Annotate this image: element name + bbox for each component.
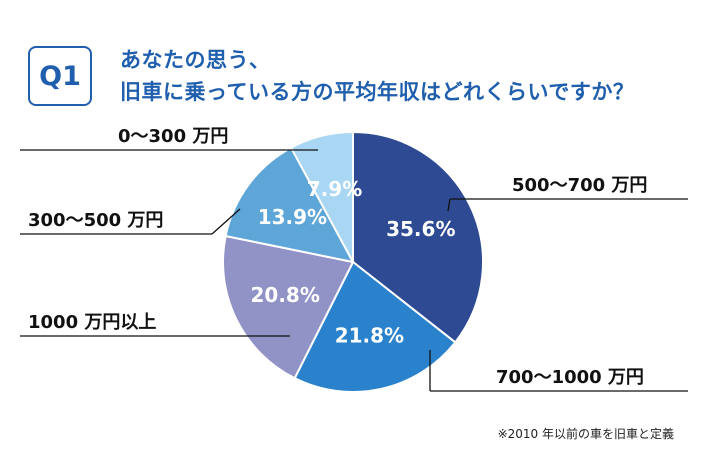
pie-slice bbox=[224, 146, 355, 264]
slice-category-label: 500〜700 万円 bbox=[512, 175, 647, 196]
slice-value-label: 13.9% bbox=[258, 205, 327, 229]
slice-value-label: 20.8% bbox=[251, 283, 320, 307]
slice-category-label: 300〜500 万円 bbox=[28, 210, 163, 231]
leader-connector bbox=[211, 208, 241, 235]
footnote: ※2010 年以前の車を旧車と定義 bbox=[497, 427, 674, 441]
pie-slice bbox=[222, 234, 355, 380]
pie-slice bbox=[293, 260, 457, 393]
slice-category-label: 1000 万円以上 bbox=[28, 312, 156, 333]
slice-category-label: 700〜1000 万円 bbox=[496, 367, 644, 388]
slice-value-label: 21.8% bbox=[335, 324, 404, 348]
leader-connector bbox=[447, 198, 451, 212]
slice-value-label: 7.9% bbox=[307, 177, 362, 201]
question-title-line-2: 旧車に乗っている方の平均年収はどれくらいですか？ bbox=[120, 80, 635, 104]
question-badge: Q1 bbox=[28, 46, 92, 106]
slice-value-label: 35.6% bbox=[386, 217, 455, 241]
question-title-line-1: あなたの思う、 bbox=[120, 48, 271, 72]
pie-slice bbox=[289, 130, 354, 263]
pie-slice bbox=[352, 130, 484, 344]
slice-category-label: 0〜300 万円 bbox=[118, 126, 228, 147]
